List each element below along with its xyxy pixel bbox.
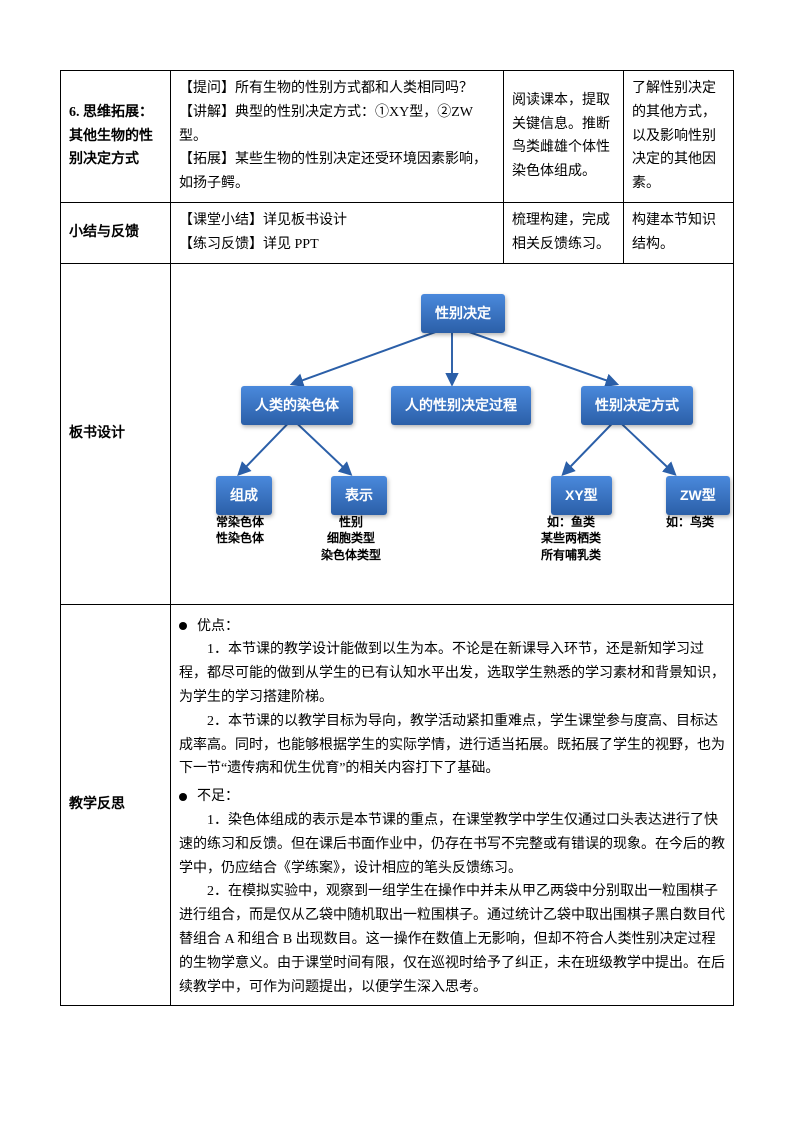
node-leaf-3: XY型 [551,476,612,516]
row-student-activity: 梳理构建，完成相关反馈练习。 [504,202,624,263]
row-content: 【提问】所有生物的性别方式都和人类相同吗？ 【讲解】典型的性别决定方式：①XY型… [171,71,504,203]
disadvantage-p1: 1．染色体组成的表示是本节课的重点，在课堂教学中学生仅通过口头表达进行了快速的练… [179,809,725,880]
explain-line: 【讲解】典型的性别决定方式：①XY型，②ZW 型。 [179,101,495,149]
node-leaf-2: 表示 [331,476,387,516]
disadvantages-title: 不足： [197,789,239,804]
disadvantage-p2: 2．在模拟实验中，观察到一组学生在操作中并未从甲乙两袋中分别取出一粒围棋子进行组… [179,880,725,999]
node-leaf-1: 组成 [216,476,272,516]
lesson-plan-table: 6. 思维拓展：其他生物的性别决定方式 【提问】所有生物的性别方式都和人类相同吗… [60,70,734,1006]
extend-line: 【拓展】某些生物的性别决定还受环境因素影响，如扬子鳄。 [179,148,495,196]
row-label: 6. 思维拓展：其他生物的性别决定方式 [61,71,171,203]
caption-4: 如：鸟类 [666,514,714,531]
hierarchy-diagram: 性别决定 人类的染色体 人的性别决定过程 性别决定方式 组成 表示 XY型 ZW… [181,284,723,584]
node-leaf-4: ZW型 [666,476,730,516]
row-student-activity: 阅读课本，提取关键信息。推断鸟类雌雄个体性染色体组成。 [504,71,624,203]
row-intent: 了解性别决定的其他方式，以及影响性别决定的其他因素。 [624,71,734,203]
node-mid-2: 人的性别决定过程 [391,386,531,426]
node-mid-3: 性别决定方式 [581,386,693,426]
row-summary-feedback: 小结与反馈 【课堂小结】详见板书设计 【练习反馈】详见 PPT 梳理构建，完成相… [61,202,734,263]
row-board-design: 板书设计 [61,263,734,604]
bullet-icon [179,793,187,801]
row-content: 【课堂小结】详见板书设计 【练习反馈】详见 PPT [171,202,504,263]
disadvantages-header: 不足： [179,785,725,809]
bullet-icon [179,622,187,630]
caption-2: 性别细胞类型染色体类型 [321,514,381,564]
reflection-content: 优点： 1．本节课的教学设计能做到以生为本。不论是在新课导入环节，还是新知学习过… [171,604,734,1006]
caption-3: 如：鱼类某些两栖类所有哺乳类 [541,514,601,564]
row-label: 教学反思 [61,604,171,1006]
row-intent: 构建本节知识结构。 [624,202,734,263]
node-mid-1: 人类的染色体 [241,386,353,426]
board-diagram-cell: 性别决定 人类的染色体 人的性别决定过程 性别决定方式 组成 表示 XY型 ZW… [171,263,734,604]
row-teaching-reflection: 教学反思 优点： 1．本节课的教学设计能做到以生为本。不论是在新课导入环节，还是… [61,604,734,1006]
row-label: 小结与反馈 [61,202,171,263]
summary-line: 【课堂小结】详见板书设计 [179,209,495,233]
caption-1: 常染色体性染色体 [216,514,264,548]
advantages-header: 优点： [179,615,725,639]
advantages-title: 优点： [197,619,239,634]
advantage-p1: 1．本节课的教学设计能做到以生为本。不论是在新课导入环节，还是新知学习过程，都尽… [179,638,725,709]
question-line: 【提问】所有生物的性别方式都和人类相同吗？ [179,77,495,101]
row-thinking-extension: 6. 思维拓展：其他生物的性别决定方式 【提问】所有生物的性别方式都和人类相同吗… [61,71,734,203]
node-root: 性别决定 [421,294,505,334]
row-label: 板书设计 [61,263,171,604]
advantage-p2: 2．本节课的以教学目标为导向，教学活动紧扣重难点，学生课堂参与度高、目标达成率高… [179,710,725,781]
practice-line: 【练习反馈】详见 PPT [179,233,495,257]
